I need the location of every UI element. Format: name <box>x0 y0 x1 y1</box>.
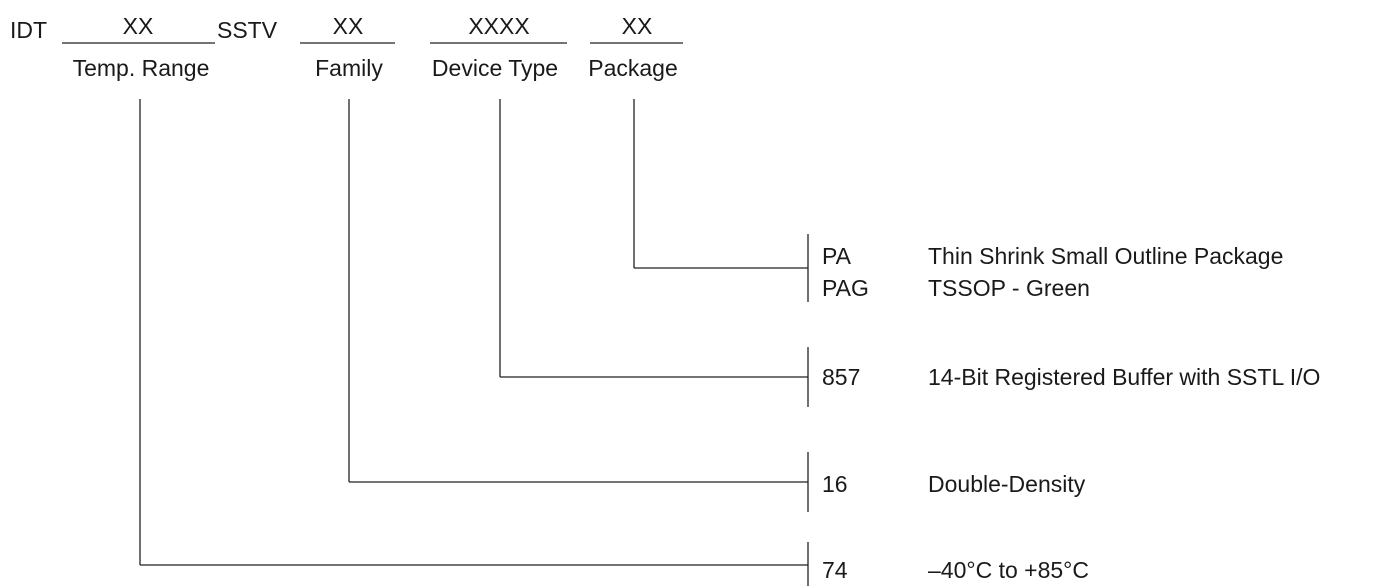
device-type-option-code: 857 <box>822 364 861 390</box>
device-type-label: Device Type <box>431 55 559 81</box>
package-option-description: Thin Shrink Small Outline Package <box>928 243 1284 269</box>
temp-range-label: Temp. Range <box>72 55 210 81</box>
family-option-description: Double-Density <box>928 471 1086 497</box>
device-type-option-description: 14-Bit Registered Buffer with SSTL I/O <box>928 364 1321 390</box>
family-code: XX <box>332 13 364 39</box>
package-code: XX <box>621 13 653 39</box>
family-label: Family <box>315 55 383 81</box>
family-prefix: SSTV <box>217 17 278 43</box>
package-option-code: PAG <box>822 275 869 301</box>
device-type-code: XXXX <box>468 13 530 39</box>
package-option-code: PA <box>822 243 851 269</box>
package-label: Package <box>588 55 678 81</box>
package-option-description: TSSOP - Green <box>928 275 1090 301</box>
temp-range-option-code: 74 <box>822 557 848 583</box>
prefix-idt: IDT <box>10 17 48 43</box>
temp-range-option-description: –40°C to +85°C <box>928 557 1089 583</box>
family-option-code: 16 <box>822 471 848 497</box>
temp-range-code: XX <box>122 13 154 39</box>
